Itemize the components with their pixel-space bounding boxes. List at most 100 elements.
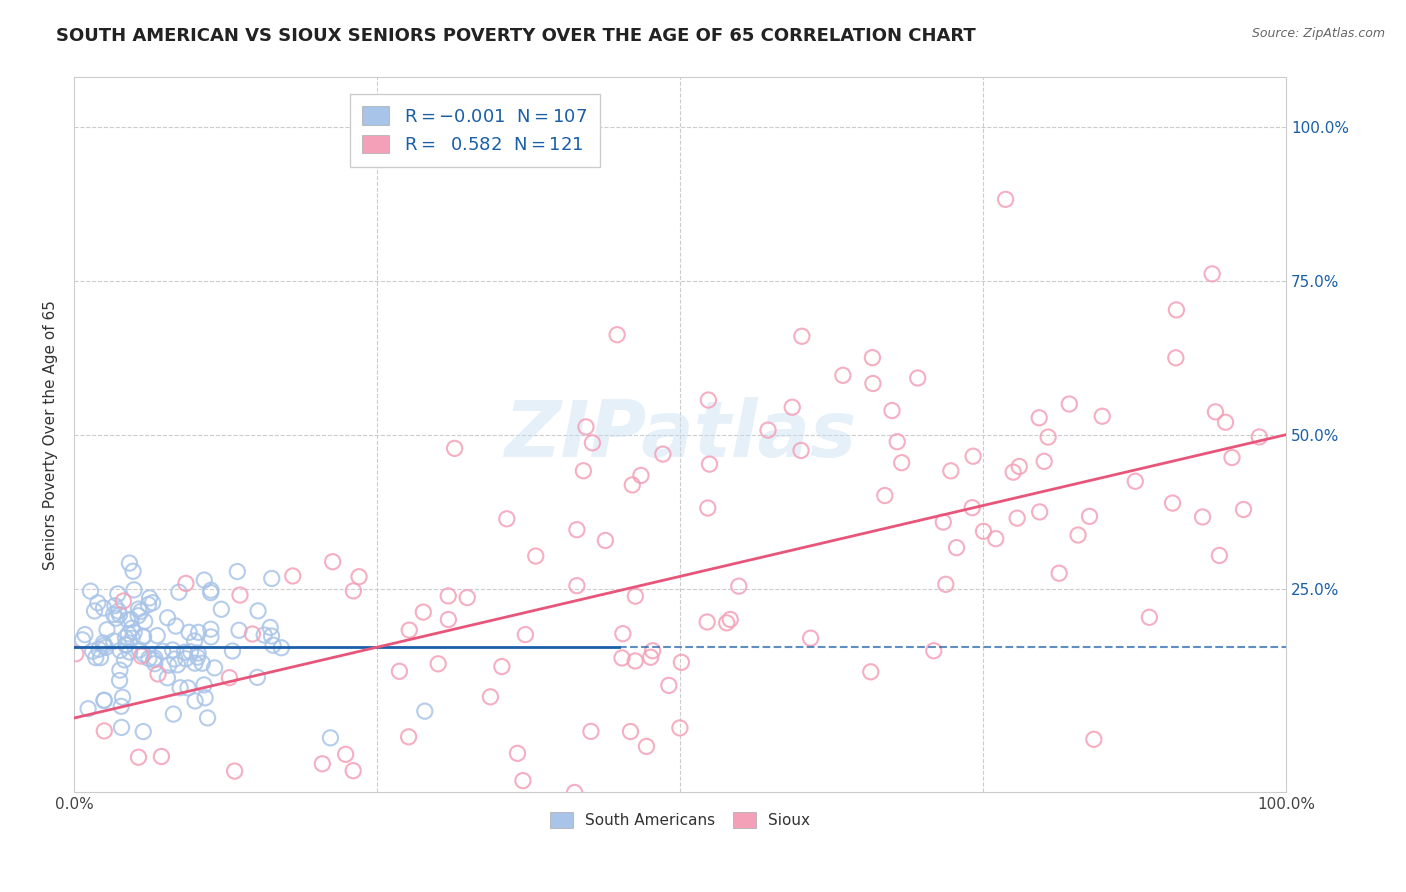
Point: [1123, 475, 1146, 489]
Point: [226, 565, 249, 579]
Point: [1220, 450, 1243, 465]
Point: [83, 604, 105, 618]
Point: [347, 570, 370, 584]
Point: [150, 749, 173, 764]
Point: [167, 585, 190, 599]
Point: [880, 403, 903, 417]
Point: [77, 702, 100, 716]
Point: [1033, 454, 1056, 468]
Point: [194, 690, 217, 705]
Point: [127, 608, 149, 623]
Point: [1137, 610, 1160, 624]
Point: [87, 642, 110, 657]
Y-axis label: Seniors Poverty Over the Age of 65: Seniors Poverty Over the Age of 65: [44, 300, 58, 570]
Point: [922, 644, 945, 658]
Point: [262, 638, 284, 652]
Point: [1232, 502, 1254, 516]
Point: [184, 694, 207, 708]
Point: [962, 449, 984, 463]
Point: [581, 435, 603, 450]
Point: [651, 447, 673, 461]
Point: [166, 657, 188, 672]
Point: [1091, 409, 1114, 424]
Point: [115, 638, 138, 652]
Point: [200, 622, 222, 636]
Point: [669, 721, 692, 735]
Point: [121, 632, 143, 646]
Point: [191, 657, 214, 671]
Point: [1204, 405, 1226, 419]
Point: [173, 645, 195, 659]
Point: [65, 647, 87, 661]
Point: [994, 192, 1017, 206]
Point: [127, 750, 149, 764]
Point: [121, 621, 143, 635]
Point: [117, 627, 139, 641]
Point: [259, 620, 281, 634]
Point: [565, 579, 588, 593]
Point: [388, 665, 411, 679]
Point: [630, 468, 652, 483]
Point: [612, 626, 634, 640]
Point: [72, 809, 94, 823]
Point: [621, 478, 644, 492]
Point: [564, 785, 586, 799]
Point: [138, 591, 160, 605]
Point: [696, 501, 718, 516]
Point: [103, 634, 125, 648]
Point: [932, 515, 955, 529]
Point: [1008, 459, 1031, 474]
Point: [111, 690, 134, 705]
Point: [960, 500, 983, 515]
Point: [224, 764, 246, 778]
Point: [697, 392, 720, 407]
Point: [114, 638, 136, 652]
Point: [412, 605, 434, 619]
Point: [515, 627, 537, 641]
Point: [134, 615, 156, 629]
Point: [197, 711, 219, 725]
Point: [939, 464, 962, 478]
Point: [73, 627, 96, 641]
Point: [800, 631, 823, 645]
Point: [162, 643, 184, 657]
Point: [718, 612, 741, 626]
Point: [984, 532, 1007, 546]
Point: [107, 604, 129, 618]
Point: [862, 376, 884, 391]
Point: [132, 630, 155, 644]
Point: [108, 673, 131, 688]
Point: [209, 602, 232, 616]
Point: [335, 747, 357, 762]
Point: [506, 747, 529, 761]
Point: [110, 699, 132, 714]
Point: [1083, 732, 1105, 747]
Point: [727, 579, 749, 593]
Point: [579, 724, 602, 739]
Legend: South Americans, Sioux: South Americans, Sioux: [544, 806, 817, 834]
Point: [658, 678, 681, 692]
Point: [831, 368, 853, 383]
Point: [595, 533, 617, 548]
Point: [122, 625, 145, 640]
Point: [82, 644, 104, 658]
Point: [311, 756, 333, 771]
Point: [606, 327, 628, 342]
Point: [263, 809, 285, 823]
Point: [104, 599, 127, 613]
Point: [398, 623, 420, 637]
Point: [174, 576, 197, 591]
Point: [1201, 267, 1223, 281]
Point: [1036, 430, 1059, 444]
Point: [132, 724, 155, 739]
Point: [108, 643, 131, 657]
Point: [322, 555, 344, 569]
Point: [165, 619, 187, 633]
Point: [218, 671, 240, 685]
Point: [671, 656, 693, 670]
Point: [495, 512, 517, 526]
Point: [156, 671, 179, 685]
Point: [790, 329, 813, 343]
Point: [120, 613, 142, 627]
Point: [253, 628, 276, 642]
